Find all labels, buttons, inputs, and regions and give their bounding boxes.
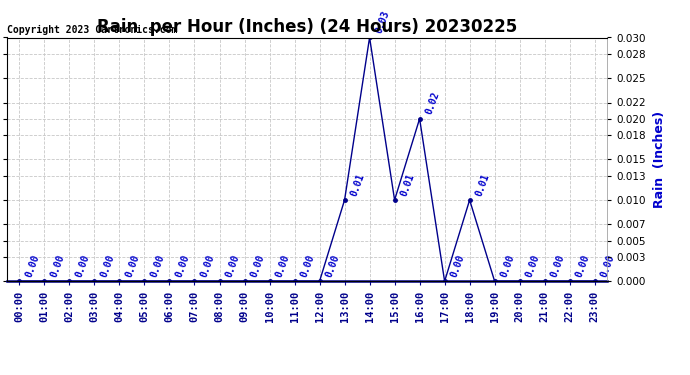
Text: 0.00: 0.00 <box>224 253 241 279</box>
Text: 0.00: 0.00 <box>23 253 41 279</box>
Text: 0.01: 0.01 <box>474 172 491 197</box>
Text: 0.00: 0.00 <box>174 253 191 279</box>
Text: 0.02: 0.02 <box>424 90 441 116</box>
Title: Rain  per Hour (Inches) (24 Hours) 20230225: Rain per Hour (Inches) (24 Hours) 202302… <box>97 18 518 36</box>
Text: 0.03: 0.03 <box>374 9 391 35</box>
Text: 0.00: 0.00 <box>99 253 116 279</box>
Text: 0.00: 0.00 <box>148 253 166 279</box>
Text: 0.01: 0.01 <box>348 172 366 197</box>
Text: 0.00: 0.00 <box>299 253 316 279</box>
Y-axis label: Rain  (Inches): Rain (Inches) <box>653 111 666 208</box>
Text: 0.00: 0.00 <box>48 253 66 279</box>
Text: 0.00: 0.00 <box>574 253 591 279</box>
Text: 0.00: 0.00 <box>74 253 91 279</box>
Text: 0.00: 0.00 <box>524 253 541 279</box>
Text: 0.00: 0.00 <box>248 253 266 279</box>
Text: 0.00: 0.00 <box>448 253 466 279</box>
Text: Copyright 2023 Cartronics.com: Copyright 2023 Cartronics.com <box>7 25 177 35</box>
Text: 0.00: 0.00 <box>599 253 616 279</box>
Text: 0.00: 0.00 <box>324 253 341 279</box>
Text: 0.00: 0.00 <box>124 253 141 279</box>
Text: 0.00: 0.00 <box>499 253 516 279</box>
Text: 0.00: 0.00 <box>199 253 216 279</box>
Text: 0.00: 0.00 <box>549 253 566 279</box>
Text: 0.01: 0.01 <box>399 172 416 197</box>
Text: 0.00: 0.00 <box>274 253 291 279</box>
